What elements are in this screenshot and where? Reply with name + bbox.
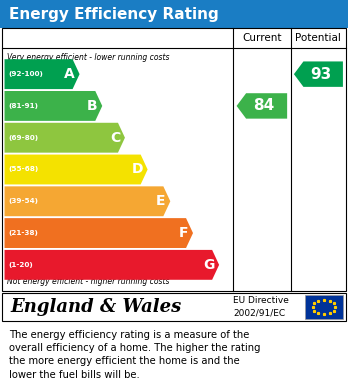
Bar	[2, 28, 346, 291]
Text: (92-100): (92-100)	[9, 71, 44, 77]
Text: G: G	[204, 258, 215, 272]
Text: The energy efficiency rating is a measure of the
overall efficiency of a home. T: The energy efficiency rating is a measur…	[9, 330, 260, 380]
Text: (55-68): (55-68)	[9, 167, 39, 172]
Polygon shape	[5, 218, 193, 248]
Polygon shape	[5, 123, 125, 152]
Text: (81-91): (81-91)	[9, 103, 39, 109]
Text: Energy Efficiency Rating: Energy Efficiency Rating	[9, 7, 219, 22]
Text: (21-38): (21-38)	[9, 230, 39, 236]
Polygon shape	[237, 93, 287, 118]
Text: EU Directive
2002/91/EC: EU Directive 2002/91/EC	[233, 296, 289, 317]
Text: Potential: Potential	[295, 33, 341, 43]
Text: 84: 84	[254, 99, 275, 113]
Bar	[0, 291, 348, 323]
Text: A: A	[64, 67, 75, 81]
Text: F: F	[179, 226, 188, 240]
Text: Very energy efficient - lower running costs: Very energy efficient - lower running co…	[7, 53, 169, 62]
Text: Not energy efficient - higher running costs: Not energy efficient - higher running co…	[7, 277, 169, 286]
Text: C: C	[110, 131, 120, 145]
Text: (39-54): (39-54)	[9, 198, 39, 204]
Text: (69-80): (69-80)	[9, 135, 39, 141]
Text: D: D	[132, 163, 144, 176]
Text: B: B	[87, 99, 98, 113]
Polygon shape	[294, 61, 343, 87]
Polygon shape	[5, 250, 219, 280]
Bar	[304, 295, 343, 319]
Text: England & Wales: England & Wales	[10, 298, 182, 316]
Bar	[2, 293, 346, 321]
Polygon shape	[5, 59, 80, 89]
Text: Current: Current	[242, 33, 282, 43]
Polygon shape	[5, 187, 170, 216]
Text: (1-20): (1-20)	[9, 262, 33, 268]
Bar	[0, 0, 348, 28]
Polygon shape	[5, 91, 102, 121]
Polygon shape	[5, 154, 148, 185]
Text: E: E	[156, 194, 165, 208]
Text: 93: 93	[310, 66, 331, 82]
